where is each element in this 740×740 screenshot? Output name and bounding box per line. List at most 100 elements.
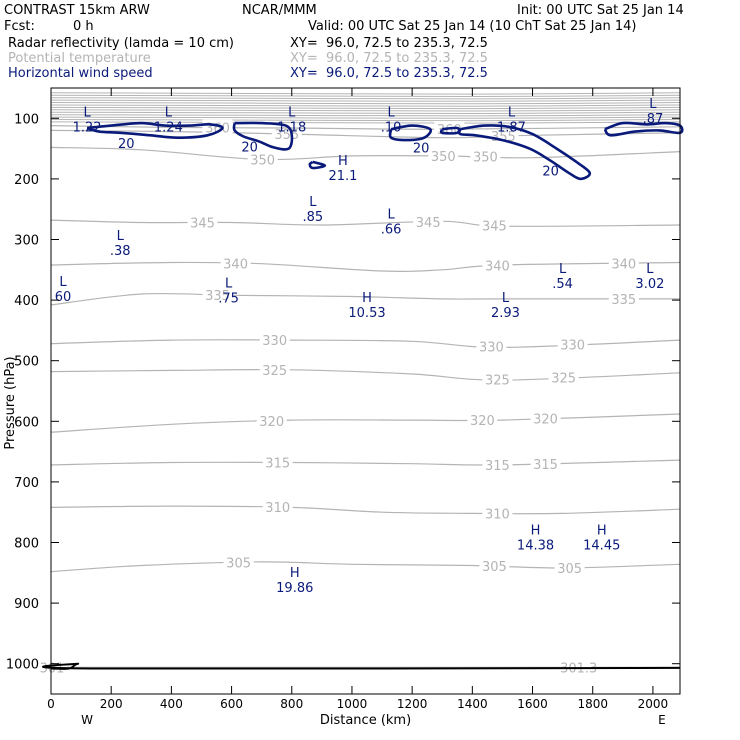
theta-label-bg	[247, 151, 278, 167]
theta-stack-line-10	[50, 116, 681, 119]
theta-label-bg	[428, 147, 459, 163]
wind-contour-2	[388, 124, 432, 142]
y-tick-label: 900	[14, 597, 39, 612]
theta-label-350: 350	[431, 150, 456, 165]
wind-contour-4	[603, 121, 684, 137]
theta-label-315: 315	[265, 457, 290, 472]
extremum-H-marker: H	[362, 291, 372, 306]
theta-label-310: 310	[265, 501, 290, 516]
theta-stack-line-0	[50, 92, 681, 95]
theta-label-bg	[223, 554, 254, 570]
wind-contour-label: 20	[118, 137, 135, 152]
extremum-value: 10.53	[348, 306, 385, 321]
theta-label-bg	[413, 213, 444, 229]
x-tick-label: 1600	[517, 697, 548, 711]
extremum-L-marker: L	[646, 262, 654, 277]
theta-contour-345	[50, 219, 681, 227]
wind-contour-1	[232, 121, 294, 151]
theta-label-315: 315	[533, 458, 558, 473]
theta-label-335: 335	[205, 289, 230, 304]
extremum-value: 14.45	[583, 539, 620, 554]
fcst-value: 0 h	[73, 19, 94, 34]
wind-contour-6	[308, 160, 327, 170]
theta-stack-line-1	[50, 94, 681, 98]
theta-label-bg	[548, 369, 579, 385]
theta-label-330: 330	[262, 334, 287, 349]
theta-label-bg	[530, 410, 561, 426]
theta-label-325: 325	[551, 372, 576, 387]
extremum-H-marker: H	[338, 154, 348, 169]
surface-line	[42, 662, 681, 670]
theta-label-bg	[476, 338, 507, 354]
x-tick-label: 1400	[457, 697, 488, 711]
theta-label-325: 325	[485, 374, 510, 389]
extremum-L-marker: L	[59, 275, 67, 290]
extremum-L-marker: L	[649, 97, 657, 112]
theta-label-bg	[259, 361, 290, 377]
y-tick-label: 300	[14, 234, 39, 249]
theta-label-305: 305	[226, 557, 251, 572]
extremum-value: 1.18	[277, 121, 306, 136]
theta-label-305: 305	[482, 560, 507, 575]
wind-contour-5	[439, 126, 461, 135]
extremum-H-marker: H	[597, 524, 607, 539]
extremum-L-marker: L	[117, 229, 125, 244]
theta-label-bg	[467, 412, 498, 428]
theta-contour-305	[50, 561, 681, 573]
theta-label-bg	[608, 255, 639, 271]
y-tick-label: 600	[14, 415, 39, 430]
extremum-L-marker: L	[508, 106, 516, 121]
extremum-value: 1.22	[73, 121, 102, 136]
theta-label-bg	[220, 255, 251, 271]
extremum-L-marker: L	[309, 195, 317, 210]
wind-contour-label: 20	[413, 142, 430, 157]
model-title: CONTRAST 15km ARW	[4, 3, 150, 18]
theta-stack-line-8	[50, 111, 681, 115]
y-tick-label: 700	[14, 476, 39, 491]
theta-stack-line-11	[50, 119, 681, 122]
theta-label-bg	[470, 148, 501, 164]
field-reflectivity-name: Radar reflectivity (lamda = 10 cm)	[8, 36, 234, 51]
theta-label-bg	[262, 454, 293, 470]
x-tick-label: 800	[280, 697, 303, 711]
x-end-label-west: W	[81, 713, 93, 727]
field-wind-xy: XY= 96.0, 72.5 to 235.3, 72.5	[290, 66, 488, 81]
theta-label-320: 320	[470, 414, 495, 429]
extremum-L-marker: L	[387, 207, 395, 222]
theta-label-320: 320	[533, 413, 558, 428]
theta-contour-320	[50, 413, 681, 433]
x-tick-label: 2000	[638, 697, 669, 711]
theta-stack-line-4	[50, 102, 681, 105]
extremum-value: 1.87	[497, 121, 526, 136]
theta-stack-line-3	[50, 99, 681, 102]
theta-label-315: 315	[485, 459, 510, 474]
theta-contour-335	[50, 292, 680, 306]
theta-label-bg	[256, 412, 287, 428]
valid-time: Valid: 00 UTC Sat 25 Jan 14 (10 ChT Sat …	[308, 19, 637, 34]
theta-label-bg	[479, 558, 510, 574]
field-theta-name: Potential temperature	[8, 51, 151, 66]
theta-contour-340	[50, 261, 681, 272]
extremum-L-marker: L	[288, 106, 296, 121]
extremum-H-marker: H	[531, 524, 541, 539]
theta-label-345: 345	[416, 216, 441, 231]
field-theta-xy: XY= 96.0, 72.5 to 235.3, 72.5	[290, 51, 488, 66]
theta-label-330: 330	[479, 341, 504, 356]
theta-stack-line-2	[50, 97, 681, 100]
init-time: Init: 00 UTC Sat 25 Jan 14	[517, 3, 684, 18]
org-label: NCAR/MMM	[242, 3, 317, 18]
extremum-value: .38	[110, 244, 131, 259]
y-tick-label: 100	[14, 112, 39, 127]
extremum-value: .54	[552, 277, 573, 292]
extremum-value: 2.93	[491, 306, 520, 321]
theta-label-350: 350	[250, 154, 275, 169]
theta-contour-355	[50, 129, 681, 139]
extremum-L-marker: L	[559, 262, 567, 277]
theta-label-bg	[554, 559, 585, 575]
x-tick-label: 1000	[337, 697, 368, 711]
field-reflectivity-xy: XY= 96.0, 72.5 to 235.3, 72.5	[290, 36, 488, 51]
extremum-L-marker: L	[387, 106, 395, 121]
y-tick-label: 500	[14, 355, 39, 370]
theta-stack-line-5	[50, 104, 681, 107]
theta-label-340: 340	[611, 257, 636, 272]
